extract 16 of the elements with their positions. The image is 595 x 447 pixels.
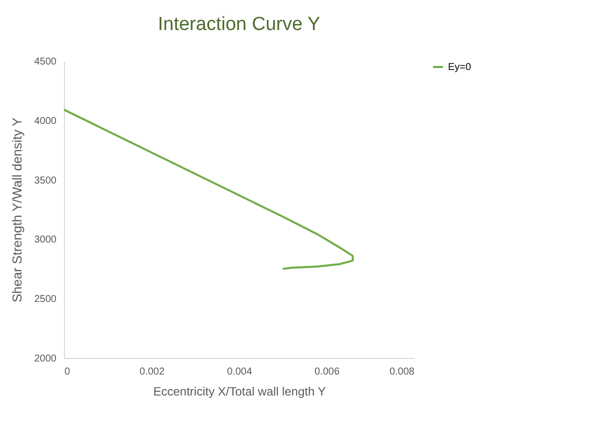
y-tick-label: 2500 — [34, 294, 57, 306]
x-tick-label: 0.004 — [226, 366, 252, 378]
chart-title: Interaction Curve Y — [158, 14, 320, 35]
y-tick-label: 2000 — [34, 354, 57, 364]
line-series — [63, 108, 354, 270]
x-axis-title: Eccentricity X/Total wall length Y — [153, 384, 326, 398]
y-tick-label: 3500 — [34, 175, 57, 186]
y-tick-label: 4000 — [34, 116, 57, 127]
y-axis-title: Shear Strength Y/Wall density Y — [9, 117, 24, 302]
x-tick-label: 0 — [64, 366, 70, 378]
y-tick-label: 3000 — [34, 234, 57, 246]
x-tick-label: 0.002 — [139, 366, 165, 378]
x-tick-label: 0.006 — [314, 366, 340, 378]
legend-label: Ey=0 — [448, 62, 472, 73]
y-tick-label: 4500 — [34, 56, 57, 68]
x-tick-label: 0.008 — [389, 366, 415, 378]
